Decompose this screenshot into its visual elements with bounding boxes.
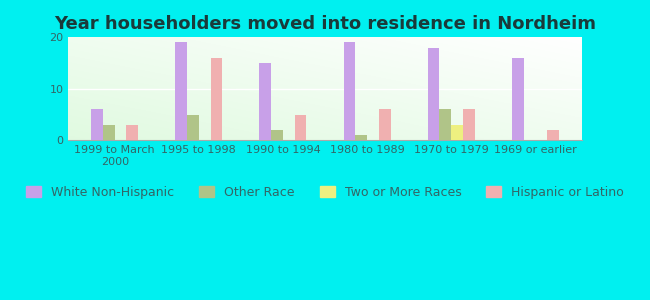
Bar	[379, 110, 391, 140]
Bar	[451, 125, 463, 140]
Bar	[512, 58, 523, 140]
Bar	[428, 48, 439, 140]
Bar	[127, 125, 138, 140]
Bar	[294, 115, 307, 140]
Bar	[259, 63, 271, 140]
Bar	[343, 43, 356, 140]
Bar	[187, 115, 199, 140]
Bar	[271, 130, 283, 140]
Bar	[211, 58, 222, 140]
Title: Year householders moved into residence in Nordheim: Year householders moved into residence i…	[54, 15, 596, 33]
Bar	[463, 110, 474, 140]
Bar	[547, 130, 559, 140]
Legend: White Non-Hispanic, Other Race, Two or More Races, Hispanic or Latino: White Non-Hispanic, Other Race, Two or M…	[20, 179, 630, 205]
Bar	[176, 43, 187, 140]
Bar	[103, 125, 114, 140]
Bar	[356, 135, 367, 140]
Bar	[439, 110, 451, 140]
Bar	[91, 110, 103, 140]
